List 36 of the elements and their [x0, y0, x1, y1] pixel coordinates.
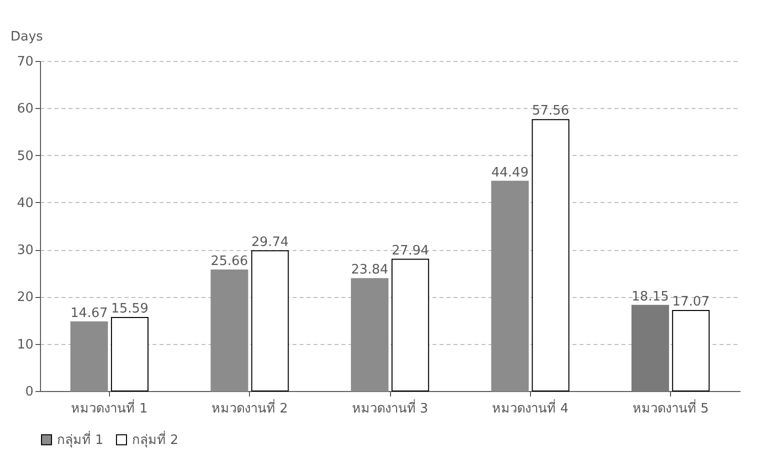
bar — [631, 304, 670, 392]
data-label: 57.56 — [532, 104, 570, 119]
data-label: 25.66 — [210, 254, 248, 270]
data-label: 27.94 — [392, 243, 429, 258]
data-label: 18.15 — [632, 289, 669, 304]
x-tick-label: หมวดงานที่ 5 — [632, 400, 709, 416]
y-tick-label: 30 — [16, 243, 34, 258]
bar — [532, 119, 570, 392]
bar — [210, 270, 248, 392]
x-tick-label: หมวดงานที่ 3 — [352, 400, 428, 416]
bar — [70, 321, 108, 392]
legend-label: กลุ่มที่ 2 — [132, 430, 178, 448]
bar — [491, 180, 529, 392]
y-tick-label: 40 — [16, 196, 34, 211]
data-label: 15.59 — [111, 302, 148, 317]
y-tick-label: 60 — [16, 102, 34, 117]
bar — [110, 317, 149, 392]
x-tick-label: หมวดงานที่ 4 — [492, 400, 568, 416]
legend-label: กลุ่มที่ 1 — [57, 430, 104, 448]
bar — [672, 310, 710, 392]
bar — [251, 250, 289, 392]
data-label: 44.49 — [491, 165, 529, 180]
bar — [392, 258, 430, 392]
data-label: 17.07 — [672, 294, 710, 310]
y-tick-label: 10 — [16, 337, 34, 352]
y-tick-label: 70 — [16, 54, 34, 70]
data-label: 29.74 — [251, 234, 289, 250]
y-tick-label: 0 — [25, 384, 34, 400]
data-label: 14.67 — [70, 306, 108, 321]
x-tick-label: หมวดงานที่ 2 — [212, 400, 288, 416]
y-axis-title: Days — [10, 30, 44, 44]
y-tick-label: 20 — [16, 290, 34, 306]
bar — [350, 278, 388, 392]
y-tick-label: 50 — [16, 148, 34, 164]
data-label: 23.84 — [351, 262, 388, 278]
x-tick-label: หมวดงานที่ 1 — [71, 400, 148, 416]
